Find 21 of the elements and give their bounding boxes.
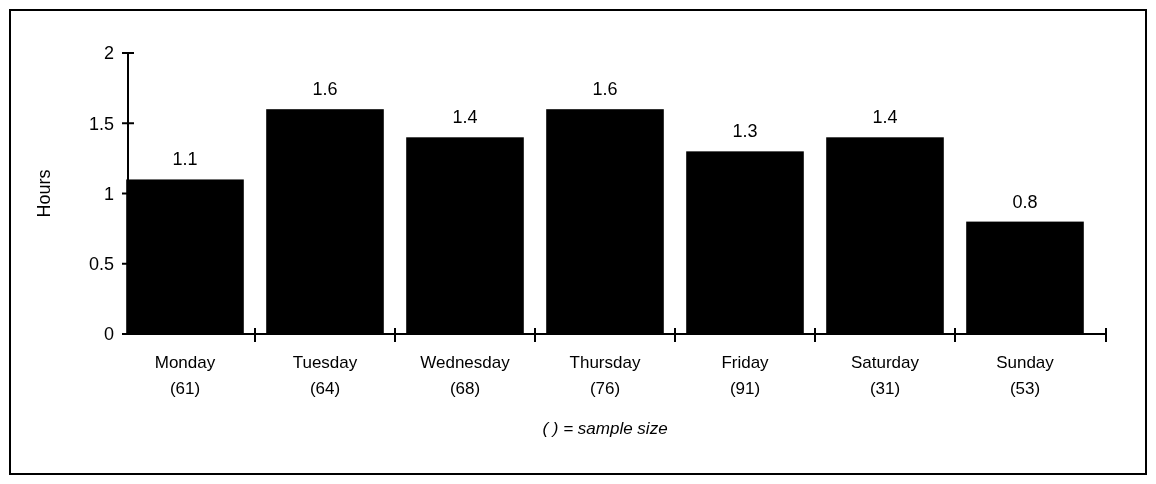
data-label: 1.4: [872, 107, 898, 128]
y-tick-label: 0: [103, 324, 114, 345]
data-label: 1.6: [312, 79, 338, 100]
y-axis-title: Hours: [34, 169, 54, 218]
y-tick-label: 1.5: [88, 113, 114, 134]
y-tick-label: 2: [103, 43, 114, 64]
x-tick-label: Wednesday (68): [420, 353, 511, 398]
data-label: 1.1: [172, 149, 198, 170]
y-tick-label: 1: [103, 183, 114, 204]
x-tick-label: Monday (61): [154, 353, 216, 398]
data-label: 1.3: [732, 121, 758, 142]
x-tick-label: Saturday (31): [850, 353, 920, 398]
x-tick-label: Sunday (53): [996, 353, 1055, 398]
data-label: 1.6: [592, 79, 618, 100]
data-label: 0.8: [1012, 191, 1038, 212]
text: ( ) = sample size: [542, 419, 668, 438]
x-tick-label: Friday (91): [721, 353, 770, 398]
x-tick-label: Tuesday (64): [292, 353, 358, 398]
data-label: 1.4: [452, 107, 478, 128]
x-tick-label: Thursday (76): [569, 353, 641, 398]
y-tick-label: 0.5: [88, 254, 114, 275]
